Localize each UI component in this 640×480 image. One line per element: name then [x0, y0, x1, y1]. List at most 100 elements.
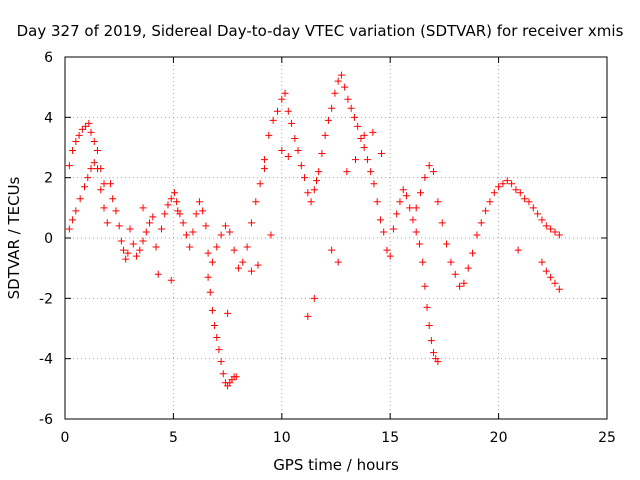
data-point [234, 264, 242, 272]
data-point [291, 134, 299, 142]
data-point [75, 131, 83, 139]
data-point [107, 180, 115, 188]
data-point [87, 165, 95, 173]
data-point [301, 174, 309, 182]
data-point [157, 225, 165, 233]
data-point [542, 222, 550, 230]
data-point [139, 237, 147, 245]
data-point [199, 207, 207, 215]
data-point [72, 137, 80, 145]
data-point [360, 131, 368, 139]
data-point [65, 162, 73, 170]
data-point [443, 240, 451, 248]
data-point [117, 237, 125, 245]
data-point [525, 198, 533, 206]
data-point [103, 219, 111, 227]
data-point [126, 225, 134, 233]
data-point [173, 198, 181, 206]
data-point [399, 186, 407, 194]
y-tick-label: -4 [39, 352, 53, 368]
data-point [213, 334, 221, 342]
data-point [508, 180, 516, 188]
data-point [538, 216, 546, 224]
data-point [122, 255, 130, 263]
data-point [334, 77, 342, 85]
data-point [97, 186, 105, 194]
y-tick-label: 0 [44, 231, 53, 247]
data-point [82, 122, 90, 130]
data-point [409, 216, 417, 224]
data-point [473, 231, 481, 239]
data-point [136, 246, 144, 254]
data-point [406, 204, 414, 212]
data-point [252, 198, 260, 206]
data-point [434, 198, 442, 206]
data-point [167, 276, 175, 284]
data-point [434, 358, 442, 366]
data-point [389, 225, 397, 233]
chart-title: Day 327 of 2019, Sidereal Day-to-day VTE… [17, 22, 624, 40]
data-point [204, 249, 212, 257]
data-point [230, 246, 238, 254]
data-point [129, 240, 137, 248]
x-tick-label: 5 [169, 430, 178, 446]
data-point [373, 198, 381, 206]
data-point [456, 282, 464, 290]
data-point [133, 252, 141, 260]
data-point [447, 258, 455, 266]
data-point [464, 264, 472, 272]
data-point [516, 189, 524, 197]
data-point [84, 174, 92, 182]
data-point [265, 131, 273, 139]
data-point [109, 195, 117, 203]
data-point [419, 258, 427, 266]
data-point [551, 228, 559, 236]
data-point [310, 294, 318, 302]
data-point [239, 258, 247, 266]
data-point [396, 198, 404, 206]
data-point [260, 156, 268, 164]
data-point [529, 204, 537, 212]
data-point [112, 207, 120, 215]
data-point [534, 210, 542, 218]
data-point [78, 125, 86, 133]
data-point [204, 273, 212, 281]
data-point [186, 243, 194, 251]
data-point [425, 321, 433, 329]
data-point [503, 177, 511, 185]
data-point [278, 147, 286, 155]
data-point [69, 216, 77, 224]
data-point [267, 231, 275, 239]
y-tick-label: 6 [44, 50, 53, 66]
data-point [352, 156, 360, 164]
data-point [217, 358, 225, 366]
x-tick-label: 25 [598, 430, 616, 446]
data-point [360, 144, 368, 151]
data-point [149, 213, 157, 221]
data-point [542, 267, 550, 275]
data-point [124, 249, 132, 257]
data-point [460, 279, 468, 287]
data-point [100, 204, 108, 212]
data-point [195, 198, 203, 206]
data-point [354, 122, 362, 130]
data-point [499, 180, 507, 188]
data-point [421, 174, 429, 182]
data-point [378, 150, 386, 158]
data-point [417, 189, 425, 197]
data-point [221, 222, 229, 230]
data-point [72, 207, 80, 215]
data-point [90, 137, 98, 145]
data-point [256, 180, 264, 188]
data-point [217, 231, 225, 239]
data-point [139, 204, 147, 212]
y-tick-label: 2 [44, 171, 53, 187]
data-point [324, 116, 332, 124]
data-point [161, 210, 169, 218]
data-point [94, 165, 102, 173]
data-point [232, 373, 240, 381]
data-point [427, 337, 435, 345]
data-point [421, 282, 429, 290]
data-point [174, 207, 182, 215]
